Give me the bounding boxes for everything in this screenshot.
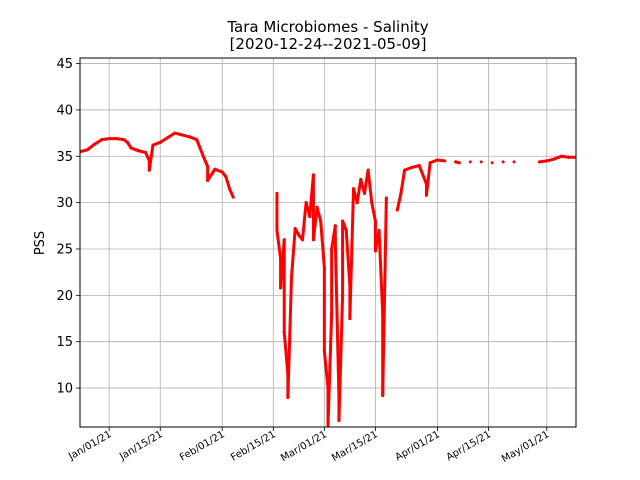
data-trace [315, 205, 323, 223]
data-point [384, 196, 388, 200]
data-trace [322, 349, 330, 390]
data-point [457, 161, 461, 165]
data-trace [224, 175, 232, 191]
data-trace [198, 147, 206, 160]
y-axis: 10 15 20 25 30 35 40 45 [56, 57, 80, 397]
y-tick-label: 15 [56, 335, 73, 350]
data-trace [275, 228, 283, 260]
data-trace [337, 293, 345, 423]
data-point [479, 160, 483, 164]
data-trace [333, 238, 341, 399]
data-trace [85, 142, 97, 152]
y-tick-label: 25 [56, 242, 73, 257]
y-tick-label: 40 [56, 103, 73, 118]
data-trace [399, 168, 407, 195]
data-trace [326, 312, 334, 427]
data-trace [202, 156, 210, 168]
data-trace [341, 219, 348, 232]
data-trace [195, 138, 202, 151]
data-points [80, 131, 576, 427]
data-trace [282, 330, 290, 376]
data-trace [144, 151, 151, 163]
data-trace [147, 143, 155, 172]
data-trace [377, 228, 385, 316]
data-point [490, 161, 494, 165]
data-trace [206, 167, 217, 182]
y-tick-label: 45 [56, 57, 73, 72]
data-point [468, 160, 472, 164]
data-trace [381, 196, 388, 397]
data-trace [286, 275, 294, 399]
y-tick-label: 10 [56, 382, 73, 397]
data-trace [300, 201, 308, 242]
data-trace [417, 164, 428, 186]
data-point [443, 159, 447, 163]
data-trace [311, 205, 319, 242]
plot-frame [79, 57, 577, 428]
data-point [231, 195, 235, 199]
chart-title: Tara Microbiomes - Salinity [226, 18, 428, 36]
data-trace [290, 227, 297, 279]
data-trace [395, 191, 403, 212]
y-tick-label: 35 [56, 150, 73, 165]
data-trace [344, 228, 352, 288]
data-trace [228, 187, 235, 199]
y-axis-label: PSS [33, 231, 48, 255]
data-trace [355, 177, 363, 205]
data-trace [348, 187, 356, 321]
data-trace [424, 161, 432, 197]
y-tick-label: 20 [56, 289, 73, 304]
chart-subtitle: [2020-12-24--2021-05-09] [230, 35, 427, 53]
data-trace [370, 201, 377, 223]
y-tick-label: 30 [56, 196, 73, 211]
data-trace [319, 219, 326, 270]
data-point [512, 160, 516, 164]
data-point [501, 160, 505, 164]
data-trace [366, 168, 374, 205]
